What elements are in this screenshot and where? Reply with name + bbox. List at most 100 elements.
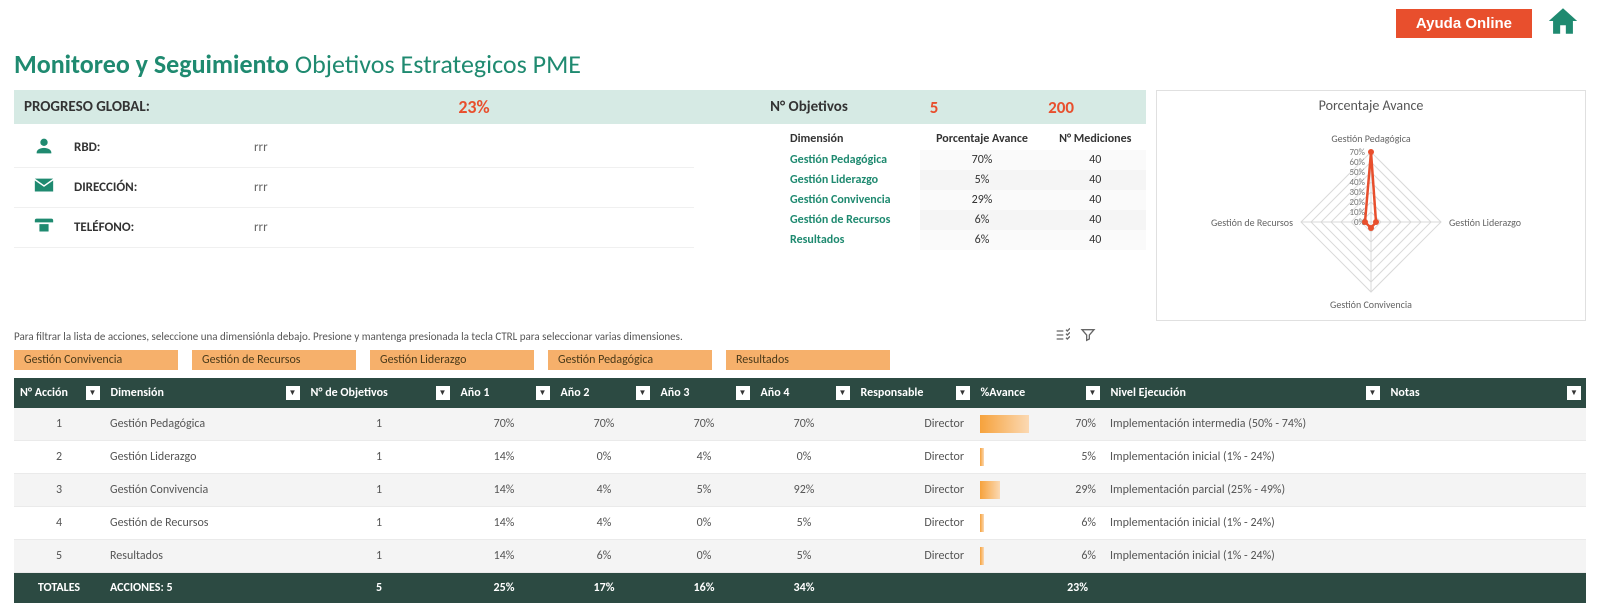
dropdown-icon[interactable]: ▼ bbox=[956, 386, 970, 400]
cell-nivel: Implementación inicial (1% - 24%) bbox=[1104, 507, 1384, 540]
cell-dimension: Resultados bbox=[104, 540, 304, 573]
dropdown-icon[interactable]: ▼ bbox=[736, 386, 750, 400]
cell-naccion: 2 bbox=[14, 441, 104, 474]
avance-pct-label: 6% bbox=[1056, 549, 1096, 563]
cell-avance: 6% bbox=[974, 507, 1104, 540]
dropdown-icon[interactable]: ▼ bbox=[836, 386, 850, 400]
dropdown-icon[interactable]: ▼ bbox=[1086, 386, 1100, 400]
info-direccion-row: DIRECCIÓN: rrr bbox=[14, 168, 694, 208]
dropdown-icon[interactable]: ▼ bbox=[1567, 386, 1581, 400]
cell-a4: 0% bbox=[754, 441, 854, 474]
cell-nobj: 1 bbox=[304, 474, 454, 507]
objectives-total: 200 bbox=[984, 97, 1084, 118]
objectives-label: N° Objetivos bbox=[734, 98, 884, 116]
dim-name: Gestión Pedagógica bbox=[784, 150, 920, 170]
dim-name: Gestión de Recursos bbox=[784, 210, 920, 230]
dropdown-icon[interactable]: ▼ bbox=[436, 386, 450, 400]
th-anio3[interactable]: Año 3▼ bbox=[654, 378, 754, 408]
filter-chip[interactable]: Gestión de Recursos bbox=[192, 350, 356, 370]
dim-summary-row: Gestión Convivencia29%40 bbox=[784, 190, 1146, 210]
radar-chart-panel: Porcentaje Avance 0%10%20%30%40%50%60%70… bbox=[1156, 90, 1586, 321]
dropdown-icon[interactable]: ▼ bbox=[1366, 386, 1380, 400]
info-rbd-label: RBD: bbox=[74, 140, 254, 155]
cell-a3: 70% bbox=[654, 408, 754, 441]
dim-header-med: N° Mediciones bbox=[1044, 128, 1146, 150]
cell-a2: 0% bbox=[554, 441, 654, 474]
cell-a1: 14% bbox=[454, 540, 554, 573]
cell-nobj: 1 bbox=[304, 408, 454, 441]
mail-icon bbox=[14, 175, 74, 201]
cell-notas bbox=[1384, 441, 1586, 474]
th-dimension[interactable]: Dimensión▼ bbox=[104, 378, 304, 408]
th-avance[interactable]: %Avance▼ bbox=[974, 378, 1104, 408]
th-responsable[interactable]: Responsable▼ bbox=[854, 378, 974, 408]
totals-acciones: ACCIONES: 5 bbox=[104, 573, 304, 603]
dim-med: 40 bbox=[1044, 210, 1146, 230]
cell-nobj: 1 bbox=[304, 441, 454, 474]
th-anio1[interactable]: Año 1▼ bbox=[454, 378, 554, 408]
th-anio2[interactable]: Año 2▼ bbox=[554, 378, 654, 408]
cell-a1: 14% bbox=[454, 507, 554, 540]
cell-notas bbox=[1384, 507, 1586, 540]
svg-text:20%: 20% bbox=[1349, 197, 1365, 208]
cell-avance: 29% bbox=[974, 474, 1104, 507]
table-row: 5Resultados114%6%0%5%Director6%Implement… bbox=[14, 540, 1586, 573]
cell-a4: 5% bbox=[754, 540, 854, 573]
cell-resp: Director bbox=[854, 540, 974, 573]
filter-instructions: Para filtrar la lista de acciones, selec… bbox=[14, 330, 1054, 343]
cell-naccion: 1 bbox=[14, 408, 104, 441]
dim-summary-row: Gestión Pedagógica70%40 bbox=[784, 150, 1146, 170]
clear-filter-icon[interactable] bbox=[1080, 327, 1096, 346]
totals-nobj: 5 bbox=[304, 573, 454, 603]
cell-a4: 92% bbox=[754, 474, 854, 507]
svg-text:Gestión Convivencia: Gestión Convivencia bbox=[1330, 298, 1412, 311]
dropdown-icon[interactable]: ▼ bbox=[636, 386, 650, 400]
cell-resp: Director bbox=[854, 441, 974, 474]
th-notas[interactable]: Notas▼ bbox=[1384, 378, 1586, 408]
svg-text:40%: 40% bbox=[1349, 177, 1365, 188]
progress-label: PROGRESO GLOBAL: bbox=[24, 98, 214, 116]
info-direccion-value: rrr bbox=[254, 180, 268, 195]
cell-a2: 6% bbox=[554, 540, 654, 573]
avance-pct-label: 6% bbox=[1056, 516, 1096, 530]
filter-chip[interactable]: Resultados bbox=[726, 350, 890, 370]
filter-chip[interactable]: Gestión Liderazgo bbox=[370, 350, 534, 370]
th-nivel[interactable]: Nivel Ejecución▼ bbox=[1104, 378, 1384, 408]
cell-nobj: 1 bbox=[304, 507, 454, 540]
dim-pct: 70% bbox=[920, 150, 1045, 170]
filter-chip[interactable]: Gestión Pedagógica bbox=[548, 350, 712, 370]
dim-pct: 29% bbox=[920, 190, 1045, 210]
cell-a4: 70% bbox=[754, 408, 854, 441]
th-nobjetivos[interactable]: N° de Objetivos▼ bbox=[304, 378, 454, 408]
radar-chart-title: Porcentaje Avance bbox=[1161, 97, 1581, 114]
dim-header-pct: Porcentaje Avance bbox=[920, 128, 1045, 150]
dropdown-icon[interactable]: ▼ bbox=[86, 386, 100, 400]
totals-notas bbox=[1384, 573, 1586, 603]
svg-text:Gestión Pedagógica: Gestión Pedagógica bbox=[1331, 132, 1410, 145]
cell-avance: 6% bbox=[974, 540, 1104, 573]
svg-text:70%: 70% bbox=[1349, 147, 1365, 158]
info-rbd-value: rrr bbox=[254, 140, 268, 155]
cell-avance: 70% bbox=[974, 408, 1104, 441]
dropdown-icon[interactable]: ▼ bbox=[286, 386, 300, 400]
info-telefono-value: rrr bbox=[254, 220, 268, 235]
cell-dimension: Gestión Convivencia bbox=[104, 474, 304, 507]
th-anio4[interactable]: Año 4▼ bbox=[754, 378, 854, 408]
th-naccion[interactable]: N° Acción▼ bbox=[14, 378, 104, 408]
radar-chart: 0%10%20%30%40%50%60%70%Gestión Pedagógic… bbox=[1161, 116, 1581, 316]
avance-pct-label: 70% bbox=[1056, 417, 1096, 431]
cell-dimension: Gestión de Recursos bbox=[104, 507, 304, 540]
multi-select-icon[interactable] bbox=[1054, 327, 1070, 346]
info-telefono-row: TELÉFONO: rrr bbox=[14, 208, 694, 248]
filter-chip[interactable]: Gestión Convivencia bbox=[14, 350, 178, 370]
cell-a1: 14% bbox=[454, 441, 554, 474]
help-online-button[interactable]: Ayuda Online bbox=[1396, 9, 1532, 38]
home-icon[interactable] bbox=[1546, 4, 1580, 42]
info-rbd-row: RBD: rrr bbox=[14, 128, 694, 168]
dim-summary-row: Resultados6%40 bbox=[784, 230, 1146, 250]
cell-a4: 5% bbox=[754, 507, 854, 540]
dropdown-icon[interactable]: ▼ bbox=[536, 386, 550, 400]
cell-notas bbox=[1384, 474, 1586, 507]
cell-a3: 0% bbox=[654, 540, 754, 573]
svg-text:Gestión de Recursos: Gestión de Recursos bbox=[1211, 216, 1293, 229]
